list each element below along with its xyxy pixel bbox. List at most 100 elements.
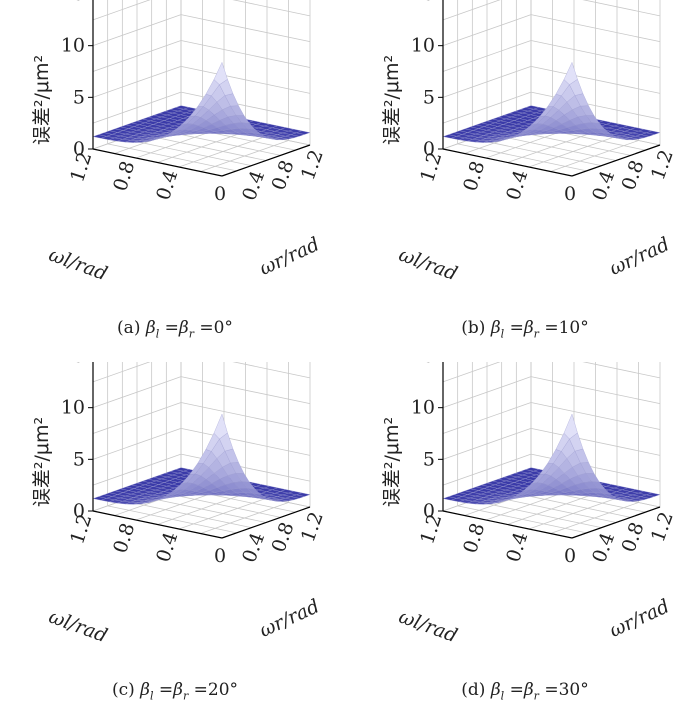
x-tick-label: 0.8 <box>459 520 489 556</box>
y-axis <box>571 144 661 177</box>
z-tick-label: 10 <box>411 397 435 419</box>
grid-group <box>442 362 661 539</box>
y-tick-label: 0.8 <box>618 519 649 555</box>
y-tick-label: 1.2 <box>297 147 328 183</box>
x-tick-label: 1.2 <box>66 511 96 547</box>
x-axis <box>442 510 573 539</box>
caption-sub-l: l <box>155 327 160 341</box>
caption-eq: = <box>504 318 524 338</box>
z-tick-label: 10 <box>411 35 435 57</box>
caption-eq: = <box>159 318 179 338</box>
surface-plot: 0510151.20.80.400.40.81.2误差²/μm²ωl/radωr… <box>31 0 328 285</box>
x-tick-label: 0.8 <box>109 520 139 556</box>
z-tick-label: 0 <box>423 500 435 522</box>
x-axis-label: ωl/rad <box>396 606 460 647</box>
grid-group <box>92 0 311 177</box>
caption-sub-l: l <box>500 689 505 703</box>
x-tick-label: 0.8 <box>109 158 139 194</box>
x-axis <box>92 148 223 177</box>
y-axis <box>221 144 311 177</box>
x-tick-label: 0 <box>564 545 576 567</box>
caption-label: (d) <box>461 680 491 700</box>
caption-value: =20° <box>188 680 239 700</box>
caption-beta-l: β <box>140 680 150 700</box>
caption-beta-r: β <box>178 318 189 338</box>
axes-group <box>88 0 311 177</box>
figure-caption: (b) βl =βr =10° <box>350 318 700 340</box>
caption-label: (c) <box>111 680 141 700</box>
chart-panel-b: 0510151.20.80.400.40.81.2误差²/μm²ωl/radωr… <box>350 0 700 361</box>
x-axis-label: ωl/rad <box>46 244 110 285</box>
y-tick-label: 0.4 <box>238 530 269 566</box>
x-tick-label: 1.2 <box>66 149 96 185</box>
z-tick-label: 15 <box>411 0 435 5</box>
surface-patch <box>563 61 578 85</box>
caption-beta-l: β <box>145 318 156 338</box>
caption-value: =0° <box>193 318 233 338</box>
z-tick-label: 15 <box>61 362 85 367</box>
x-tick-label: 0 <box>214 545 226 567</box>
caption-sub-r: r <box>183 689 189 703</box>
surface-patch <box>563 413 578 440</box>
y-axis-label: ωr/rad <box>606 233 673 280</box>
z-axis-label: 误差²/μm² <box>31 417 53 507</box>
z-tick-label: 0 <box>73 138 85 160</box>
y-tick-label: 0.4 <box>588 168 619 204</box>
surface-plot: 0510151.20.80.400.40.81.2误差²/μm²ωl/radωr… <box>31 362 328 647</box>
surface-group <box>442 413 661 505</box>
chart-panel-a: 0510151.20.80.400.40.81.2误差²/μm²ωl/radωr… <box>0 0 350 361</box>
x-tick-label: 0.4 <box>152 529 182 565</box>
y-axis-label: ωr/rad <box>256 233 323 280</box>
caption-beta-l: β <box>490 680 501 700</box>
figure-caption: (d) βl =βr =30° <box>350 680 700 702</box>
axes-group <box>88 362 311 539</box>
y-tick-label: 1.2 <box>297 509 328 545</box>
caption-label: (b) <box>461 318 491 338</box>
caption-sub-r: r <box>533 327 539 341</box>
axes-group <box>438 362 661 539</box>
y-tick-label: 1.2 <box>647 147 678 183</box>
y-tick-label: 0.4 <box>238 168 269 204</box>
y-tick-label: 0.8 <box>268 157 299 193</box>
z-tick-label: 15 <box>61 0 85 5</box>
x-axis-label: ωl/rad <box>396 244 460 285</box>
y-axis <box>221 506 311 539</box>
z-tick-label: 0 <box>73 500 85 522</box>
figure-caption: (c) βl =βr =20° <box>0 680 350 702</box>
z-tick-label: 15 <box>411 362 435 367</box>
surface-patch <box>213 61 228 85</box>
caption-label: (a) <box>117 318 146 338</box>
z-tick-label: 10 <box>61 35 85 57</box>
surface-plot: 0510151.20.80.400.40.81.2误差²/μm²ωl/radωr… <box>381 362 678 647</box>
chart-panel-d: 0510151.20.80.400.40.81.2误差²/μm²ωl/radωr… <box>350 362 700 723</box>
caption-beta-r: β <box>173 680 183 700</box>
z-tick-label: 5 <box>73 86 85 108</box>
x-tick-label: 0.4 <box>502 167 532 203</box>
y-tick-label: 0.8 <box>618 157 649 193</box>
z-tick-label: 5 <box>423 86 435 108</box>
caption-eq: = <box>153 680 174 700</box>
x-tick-label: 1.2 <box>416 149 446 185</box>
caption-sub-l: l <box>500 327 505 341</box>
caption-value: =30° <box>538 680 589 700</box>
caption-sub-l: l <box>149 689 154 703</box>
y-axis-label: ωr/rad <box>256 595 323 642</box>
y-tick-label: 1.2 <box>647 509 678 545</box>
x-axis-label: ωl/rad <box>46 606 110 647</box>
z-tick-label: 0 <box>423 138 435 160</box>
x-axis <box>442 148 573 177</box>
figure-caption: (a) βl =βr =0° <box>0 318 350 340</box>
y-tick-label: 0.8 <box>268 519 299 555</box>
caption-beta-r: β <box>523 318 534 338</box>
z-axis-label: 误差²/μm² <box>31 55 53 145</box>
y-axis <box>571 506 661 539</box>
surface-group <box>92 61 311 143</box>
caption-sub-r: r <box>533 689 539 703</box>
z-axis-label: 误差²/μm² <box>381 55 403 145</box>
surface-group <box>92 413 311 505</box>
axes-group <box>438 0 661 177</box>
x-tick-label: 0.4 <box>152 167 182 203</box>
z-tick-label: 10 <box>61 397 85 419</box>
x-tick-label: 0.4 <box>502 529 532 565</box>
grid-group <box>92 362 311 539</box>
